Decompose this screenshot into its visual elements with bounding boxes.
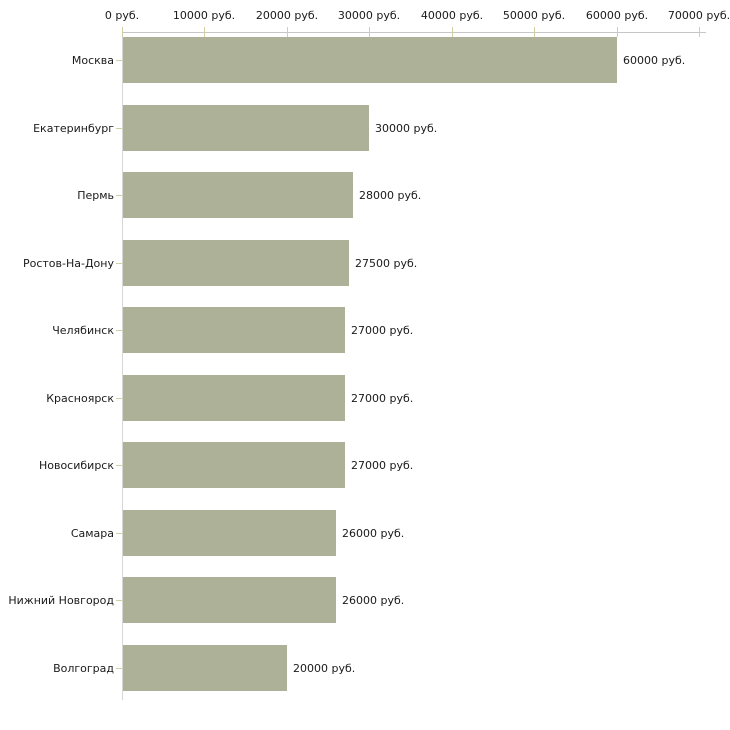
category-label: Челябинск (52, 323, 114, 337)
x-axis-tick-mark (534, 27, 535, 37)
bar (123, 105, 369, 151)
x-axis-tick-mark (204, 27, 205, 37)
x-axis-tick-mark (369, 27, 370, 37)
x-axis-tick-label: 30000 руб. (337, 9, 401, 22)
value-label: 27500 руб. (355, 256, 418, 270)
value-label: 26000 руб. (342, 593, 405, 607)
value-label: 27000 руб. (351, 323, 414, 337)
bar (123, 645, 287, 691)
y-axis-tick-mark (116, 263, 122, 264)
category-label: Москва (71, 53, 114, 67)
category-label: Пермь (77, 188, 114, 202)
category-label: Красноярск (46, 391, 114, 405)
x-axis-tick-label: 60000 руб. (585, 9, 649, 22)
bar (123, 240, 349, 286)
value-label: 30000 руб. (375, 121, 438, 135)
category-label: Нижний Новгород (8, 593, 114, 607)
category-label: Самара (70, 526, 114, 540)
y-axis-tick-mark (116, 668, 122, 669)
x-axis-tick-label: 70000 руб. (667, 9, 730, 22)
y-axis-tick-mark (116, 600, 122, 601)
x-axis-line (122, 32, 706, 33)
value-label: 27000 руб. (351, 391, 414, 405)
value-label: 27000 руб. (351, 458, 414, 472)
x-axis-tick-mark (452, 27, 453, 37)
y-axis-tick-mark (116, 330, 122, 331)
x-axis-tick-mark (699, 27, 700, 37)
value-label: 28000 руб. (359, 188, 422, 202)
bar (123, 442, 345, 488)
value-label: 20000 руб. (293, 661, 356, 675)
y-axis-tick-mark (116, 128, 122, 129)
value-label: 60000 руб. (623, 53, 686, 67)
y-axis-tick-mark (116, 195, 122, 196)
category-label: Ростов-На-Дону (22, 256, 114, 270)
bar (123, 510, 336, 556)
bar (123, 577, 336, 623)
category-label: Волгоград (53, 661, 114, 675)
bar (123, 375, 345, 421)
x-axis-tick-mark (287, 27, 288, 37)
bar (123, 37, 617, 83)
y-axis-tick-mark (116, 533, 122, 534)
y-axis-tick-mark (116, 398, 122, 399)
bar (123, 172, 353, 218)
x-axis-tick-label: 0 руб. (104, 9, 140, 22)
y-axis-line (122, 32, 123, 700)
x-axis-tick-label: 20000 руб. (255, 9, 319, 22)
y-axis-tick-mark (116, 465, 122, 466)
x-axis-tick-mark (617, 27, 618, 37)
x-axis-tick-mark (122, 27, 123, 37)
y-axis-tick-mark (116, 60, 122, 61)
bar (123, 307, 345, 353)
value-label: 26000 руб. (342, 526, 405, 540)
category-label: Екатеринбург (33, 121, 114, 135)
x-axis-tick-label: 50000 руб. (502, 9, 566, 22)
x-axis-tick-label: 10000 руб. (172, 9, 236, 22)
category-label: Новосибирск (38, 458, 114, 472)
x-axis-tick-label: 40000 руб. (420, 9, 484, 22)
